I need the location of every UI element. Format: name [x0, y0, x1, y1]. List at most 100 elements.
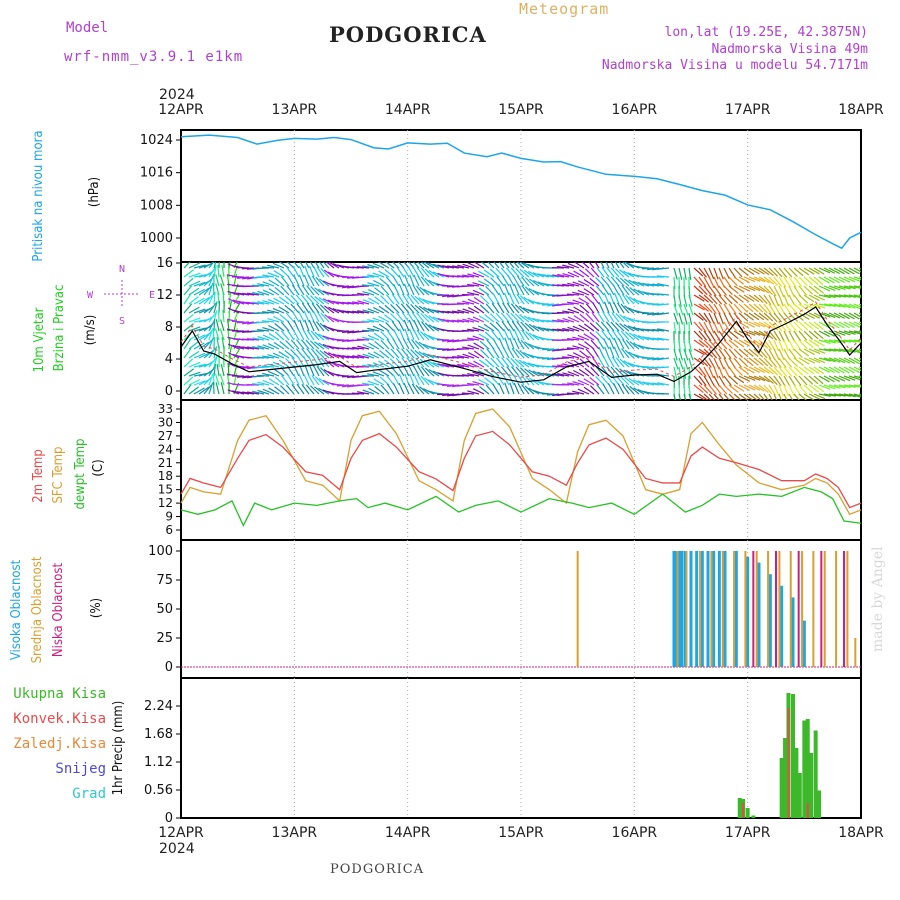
wind-barb — [773, 366, 783, 377]
wind-barb — [384, 367, 395, 377]
wind-barb — [393, 284, 400, 296]
wind-barb — [678, 321, 681, 334]
wind-barb — [610, 262, 615, 269]
wind-barb — [567, 354, 580, 359]
wind-barb — [337, 354, 350, 359]
wind-barb — [718, 384, 728, 395]
wind-barb — [728, 312, 736, 324]
wind-barb — [778, 366, 788, 377]
y-tick-label: 18 — [158, 469, 173, 483]
wind-barb — [567, 262, 580, 269]
wind-barb — [447, 339, 460, 343]
cloud-bar-1 — [699, 551, 702, 667]
wind-barb — [803, 339, 814, 348]
temp-legend-sfc: SFC Temp — [51, 447, 66, 504]
precip-bar-0 — [794, 748, 799, 818]
precip-bar-0 — [783, 738, 788, 818]
bottom-date-label: 16APR — [612, 825, 658, 841]
wind-barb — [612, 383, 620, 395]
wind-barb — [188, 306, 200, 314]
wind-barb — [708, 321, 715, 334]
wind-barb — [637, 380, 650, 386]
wind-barb — [310, 295, 320, 305]
wind-barb — [773, 348, 780, 361]
wind-barb — [208, 283, 214, 296]
wind-barb — [818, 357, 831, 362]
wind-barb — [290, 294, 300, 305]
precip-bar-0 — [805, 719, 810, 818]
wind-barb — [823, 384, 836, 390]
wind-barb — [652, 382, 665, 386]
wind-barb — [595, 277, 605, 287]
wind-barb — [843, 393, 856, 398]
wind-barb — [390, 313, 400, 323]
wind-barb — [647, 382, 660, 386]
wind-barb — [713, 393, 720, 400]
wind-barb — [517, 383, 525, 395]
wind-barb — [519, 367, 530, 377]
wind-barb — [808, 321, 819, 330]
wind-barb — [319, 349, 330, 359]
wind-barb — [833, 375, 846, 382]
wind-barb — [428, 368, 440, 377]
wind-barb — [262, 388, 275, 395]
wind-barb — [713, 321, 720, 334]
wind-barb — [591, 312, 600, 323]
wind-barb — [392, 374, 400, 386]
wind-barb — [567, 316, 580, 323]
wind-barb — [272, 307, 285, 314]
wind-barb — [753, 375, 766, 382]
wind-barb — [698, 366, 707, 377]
wind-barb — [788, 384, 795, 397]
wind-barb — [257, 381, 270, 386]
wind-barb — [566, 347, 580, 350]
wind-barb — [713, 330, 721, 342]
wind-barb — [517, 329, 525, 341]
y-tick-label: 0 — [165, 660, 173, 675]
wind-barb — [572, 352, 585, 359]
wind-barb — [848, 303, 861, 310]
wind-barb — [621, 285, 630, 296]
wind-barb — [733, 303, 743, 314]
wind-barb — [610, 276, 620, 287]
wind-barb — [510, 312, 520, 323]
pressure-axis-title: Pritisak na nivou mora — [31, 130, 46, 261]
wind-barb — [583, 333, 595, 341]
wind-barb — [673, 303, 679, 316]
wind-barb — [708, 366, 715, 379]
wind-barb — [838, 312, 850, 320]
wind-barb — [798, 330, 808, 341]
wind-barb — [257, 345, 270, 350]
wind-barb — [517, 284, 525, 296]
wind-barb — [183, 285, 193, 296]
wind-barb — [628, 332, 640, 341]
wind-barb — [299, 262, 305, 269]
wind-barb — [738, 384, 751, 391]
wind-barb — [783, 339, 789, 352]
wind-barb — [713, 348, 722, 360]
wind-barb — [597, 356, 605, 368]
wind-barb — [673, 276, 676, 290]
wind-barb — [428, 315, 440, 323]
wind-barb — [357, 354, 370, 359]
wind-barb — [793, 384, 801, 396]
wind-barb — [733, 294, 744, 303]
wind-barb — [261, 365, 275, 368]
wind-barb — [728, 375, 739, 385]
wind-barb — [652, 357, 665, 361]
wind-barb — [783, 348, 791, 360]
wind-barb — [518, 359, 530, 368]
wind-barb — [828, 276, 840, 284]
wind-barb — [267, 354, 280, 359]
wind-barb — [788, 321, 798, 332]
wind-barb — [304, 265, 310, 278]
wind-barb — [798, 321, 809, 331]
wind-barb — [562, 264, 575, 269]
wind-barb — [423, 332, 435, 341]
wind-barb — [595, 366, 605, 377]
wind-barb — [477, 325, 490, 332]
wind-barb — [322, 298, 335, 305]
wind-barb — [858, 384, 861, 386]
wind-barb — [467, 273, 480, 278]
wind-barb — [467, 262, 480, 269]
